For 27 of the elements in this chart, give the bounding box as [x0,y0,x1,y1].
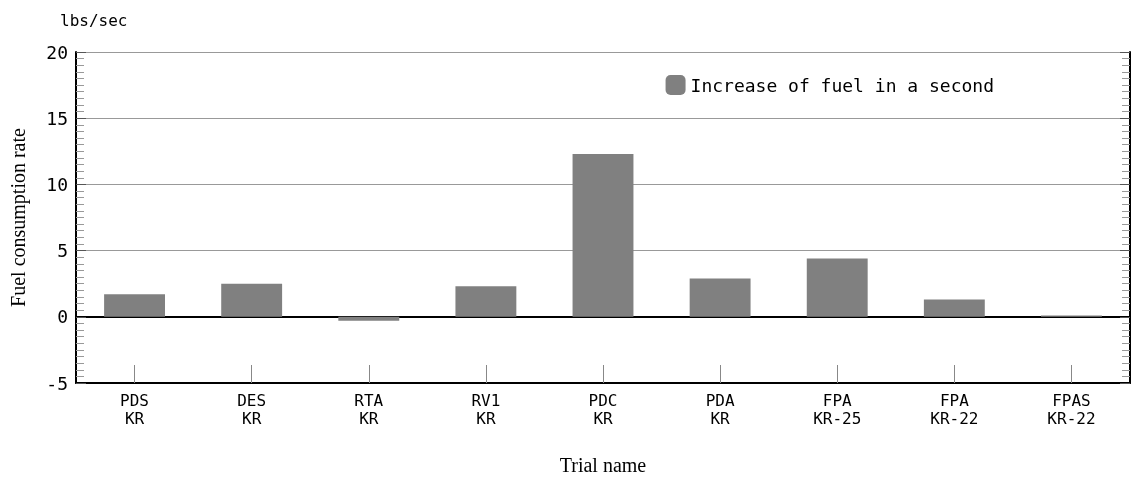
y-axis-title: Fuel consumption rate [7,127,30,307]
y-tick-label: 5 [57,240,68,262]
bar [806,258,868,317]
x-tick-label: PDS KR [120,390,150,428]
x-tick-label: RTA KR [354,390,384,428]
x-tick-label: PDC KR [588,390,618,428]
bar [104,294,165,317]
bar [455,286,517,317]
bar [689,278,751,317]
bar [338,316,400,321]
legend-label: Increase of fuel in a second [690,74,994,96]
x-tick-label: FPA KR-25 [813,390,862,428]
y-tick-label: 0 [57,306,68,328]
x-tick-label: DES KR [237,390,267,428]
bar [221,283,283,317]
x-tick-label: PDA KR [705,390,735,428]
x-axis-title: Trial name [559,454,647,476]
text: lbs/sec [60,10,128,30]
y-tick-label: 10 [46,173,68,195]
bar [923,299,985,317]
y-tick-label: 20 [46,41,68,63]
x-tick-label: RV1 KR [471,390,501,428]
bar [572,153,634,317]
x-tick-label: FPA KR-22 [930,390,979,428]
y-tick-label: 15 [46,107,68,129]
y-tick-label: -5 [46,372,68,394]
x-tick-label: FPAS KR-22 [1047,390,1096,428]
